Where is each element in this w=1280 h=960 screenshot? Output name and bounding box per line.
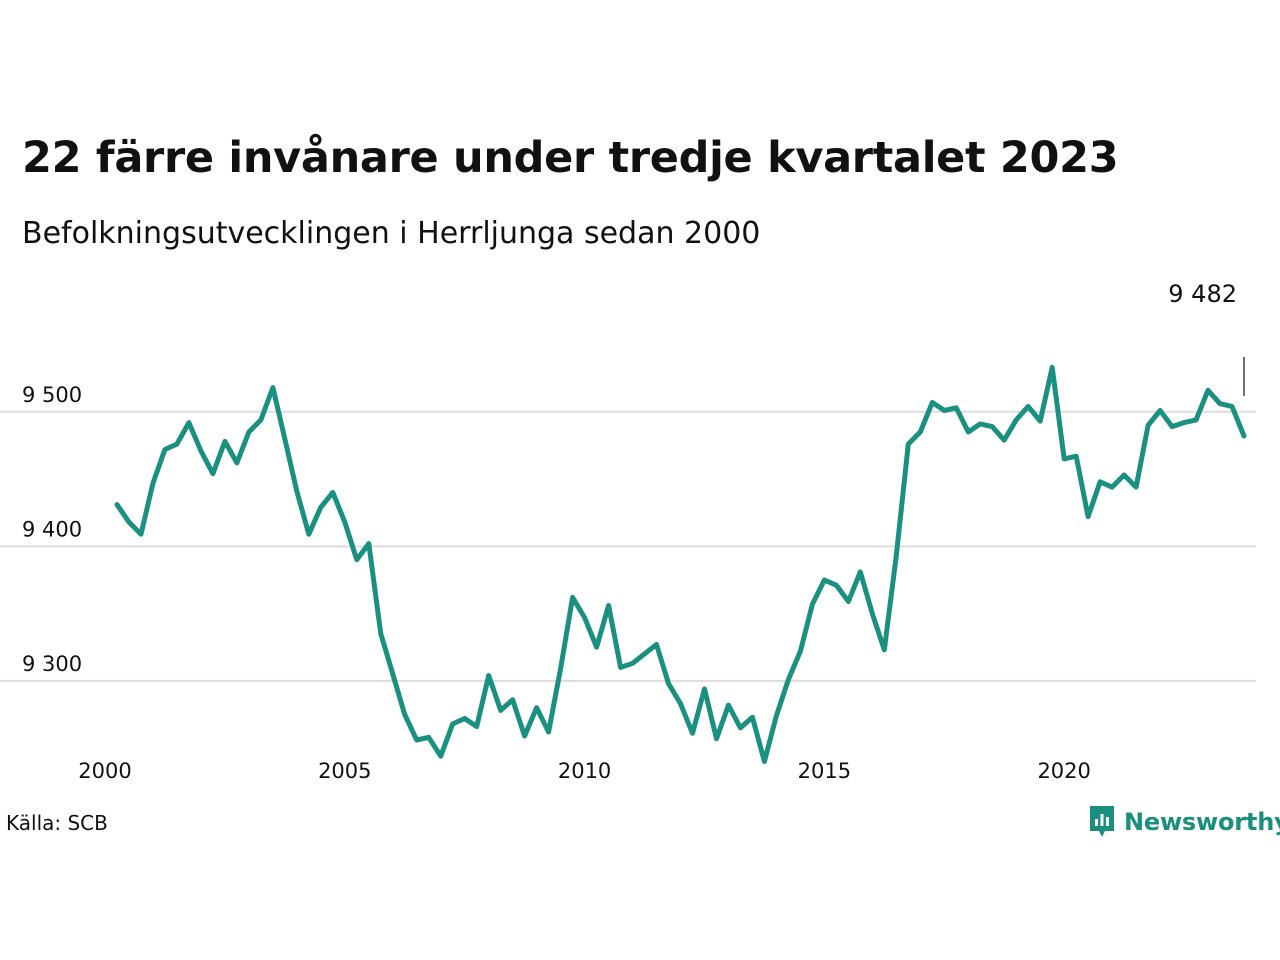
brand-logo: Newsworthy: [1088, 804, 1280, 840]
last-value-label: 9 482: [1168, 280, 1237, 308]
series-line: [114, 364, 1247, 764]
y-tick-label: 9 400: [22, 517, 82, 541]
x-axis-ticks: 2000 2005 2010 2015 2020: [78, 759, 1091, 783]
x-tick-label: 2020: [1037, 759, 1090, 783]
x-tick-label: 2005: [318, 759, 371, 783]
annotation-layer: 9 482: [1168, 280, 1245, 396]
y-axis-ticks: 9 300 9 400 9 500: [22, 383, 82, 676]
brand-name: Newsworthy: [1124, 808, 1280, 836]
x-tick-label: 2010: [558, 759, 611, 783]
chart-title: 22 färre invånare under tredje kvartalet…: [22, 133, 1119, 183]
y-tick-label: 9 300: [22, 652, 82, 676]
x-tick-label: 2015: [798, 759, 851, 783]
series-layer: [114, 364, 1247, 764]
chart-subtitle: Befolkningsutvecklingen i Herrljunga sed…: [22, 216, 761, 251]
grid-lines: [0, 410, 1256, 682]
source-note: Källa: SCB: [6, 811, 108, 835]
x-tick-label: 2000: [78, 759, 131, 783]
y-tick-label: 9 500: [22, 383, 82, 407]
newsworthy-logo-icon: [1090, 806, 1114, 837]
